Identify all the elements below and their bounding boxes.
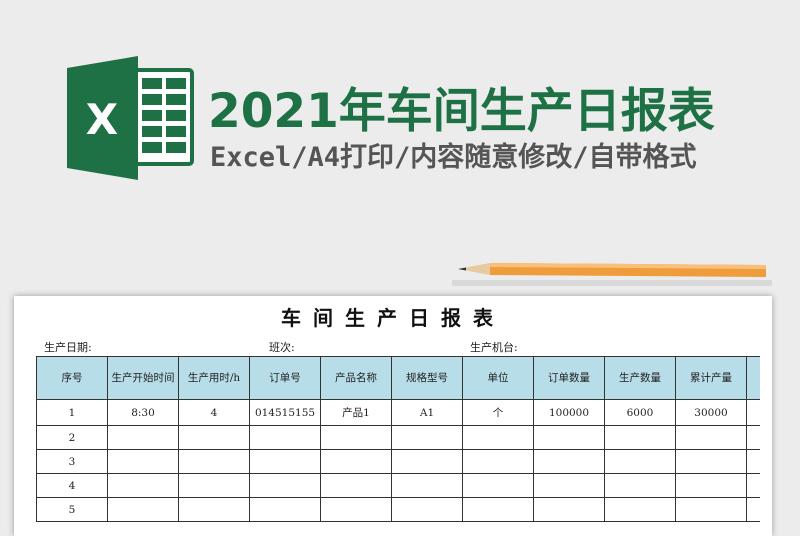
table-cell[interactable]: 个: [462, 399, 534, 426]
table-cell[interactable]: [107, 473, 179, 498]
table-cell[interactable]: [746, 473, 760, 498]
table-cell[interactable]: [533, 449, 605, 474]
spreadsheet-paper: 车间生产日报表 生产日期: 班次: 生产机台: 序号 生产开始时间 生产用时/h 订单…: [14, 296, 772, 536]
machine-label: 生产机台:: [470, 341, 518, 354]
table-cell[interactable]: [320, 449, 392, 474]
svg-text:X: X: [86, 95, 118, 144]
column-header: 累计产量: [675, 356, 747, 400]
table-cell[interactable]: 6000: [604, 399, 676, 426]
header-row: 序号 生产开始时间 生产用时/h 订单号 产品名称 规格型号 单位 订单数量 生产数量 累计产量: [36, 356, 760, 400]
table-cell[interactable]: [746, 497, 760, 522]
table-cell[interactable]: [533, 473, 605, 498]
table-cell[interactable]: [107, 449, 179, 474]
table-cell[interactable]: 4: [178, 399, 250, 426]
table-row: 5: [36, 497, 760, 522]
pencil-icon: [452, 263, 772, 286]
table-cell[interactable]: 8:30: [107, 399, 179, 426]
table-row: 2: [36, 425, 760, 450]
table-cell[interactable]: 产品1: [320, 399, 392, 426]
table-cell[interactable]: [604, 473, 676, 498]
shift-label: 班次:: [269, 341, 295, 354]
table-cell[interactable]: [249, 425, 321, 450]
table-cell[interactable]: [462, 449, 534, 474]
column-header: 生产数量: [604, 356, 676, 400]
table-cell[interactable]: 2: [36, 425, 108, 450]
table-cell[interactable]: 4: [36, 473, 108, 498]
table-cell[interactable]: [107, 497, 179, 522]
table-cell[interactable]: [249, 473, 321, 498]
table-cell[interactable]: [391, 497, 463, 522]
table-cell[interactable]: [107, 425, 179, 450]
table-cell[interactable]: [320, 425, 392, 450]
table-cell[interactable]: [675, 473, 747, 498]
table-cell[interactable]: [320, 473, 392, 498]
table-cell[interactable]: [675, 425, 747, 450]
table-cell[interactable]: A1: [391, 399, 463, 426]
table-cell[interactable]: [604, 425, 676, 450]
table-cell[interactable]: [391, 473, 463, 498]
table-cell[interactable]: [462, 473, 534, 498]
table-cell[interactable]: 5: [36, 497, 108, 522]
table-cell[interactable]: 014515155: [249, 399, 321, 426]
production-date-label: 生产日期:: [44, 341, 92, 354]
column-header: 产品名称: [320, 356, 392, 400]
column-header: 规格型号: [391, 356, 463, 400]
table-row: 3: [36, 449, 760, 474]
table-cell[interactable]: [462, 425, 534, 450]
table-row: 1 8:30 4 014515155 产品1 A1 个 100000 6000 30000: [36, 399, 760, 426]
column-header: [746, 356, 760, 400]
sheet-title: 车间生产日报表: [281, 306, 505, 330]
table-cell[interactable]: [746, 449, 760, 474]
table-cell[interactable]: [533, 497, 605, 522]
table-cell[interactable]: [462, 497, 534, 522]
column-header: 生产用时/h: [178, 356, 250, 400]
banner-title: 2021年车间生产日报表: [208, 84, 715, 139]
table-cell[interactable]: 30000: [675, 399, 747, 426]
table-cell[interactable]: [178, 497, 250, 522]
excel-logo-icon: X: [67, 56, 194, 180]
table-cell[interactable]: [533, 425, 605, 450]
table-cell[interactable]: 100000: [533, 399, 605, 426]
table-cell[interactable]: [675, 497, 747, 522]
table-cell[interactable]: [746, 399, 760, 426]
table-cell[interactable]: [604, 449, 676, 474]
banner-subtitle: Excel/A4打印/内容随意修改/自带格式: [210, 142, 697, 173]
table-cell[interactable]: 1: [36, 399, 108, 426]
table-cell[interactable]: [320, 497, 392, 522]
table-cell[interactable]: [178, 449, 250, 474]
column-header: 订单号: [249, 356, 321, 400]
table-cell[interactable]: [746, 425, 760, 450]
table-cell[interactable]: [249, 497, 321, 522]
table-cell[interactable]: [391, 425, 463, 450]
table-cell[interactable]: [178, 473, 250, 498]
table-cell[interactable]: [675, 449, 747, 474]
column-header: 生产开始时间: [107, 356, 179, 400]
table-row: 4: [36, 473, 760, 498]
table-cell[interactable]: [178, 425, 250, 450]
column-header: 单位: [462, 356, 534, 400]
column-header: 序号: [36, 356, 108, 400]
production-table: 序号 生产开始时间 生产用时/h 订单号 产品名称 规格型号 单位 订单数量 生产数量 累计产量 …: [36, 356, 760, 522]
table-cell[interactable]: [604, 497, 676, 522]
table-cell[interactable]: [391, 449, 463, 474]
table-cell[interactable]: [249, 449, 321, 474]
column-header: 订单数量: [533, 356, 605, 400]
table-cell[interactable]: 3: [36, 449, 108, 474]
